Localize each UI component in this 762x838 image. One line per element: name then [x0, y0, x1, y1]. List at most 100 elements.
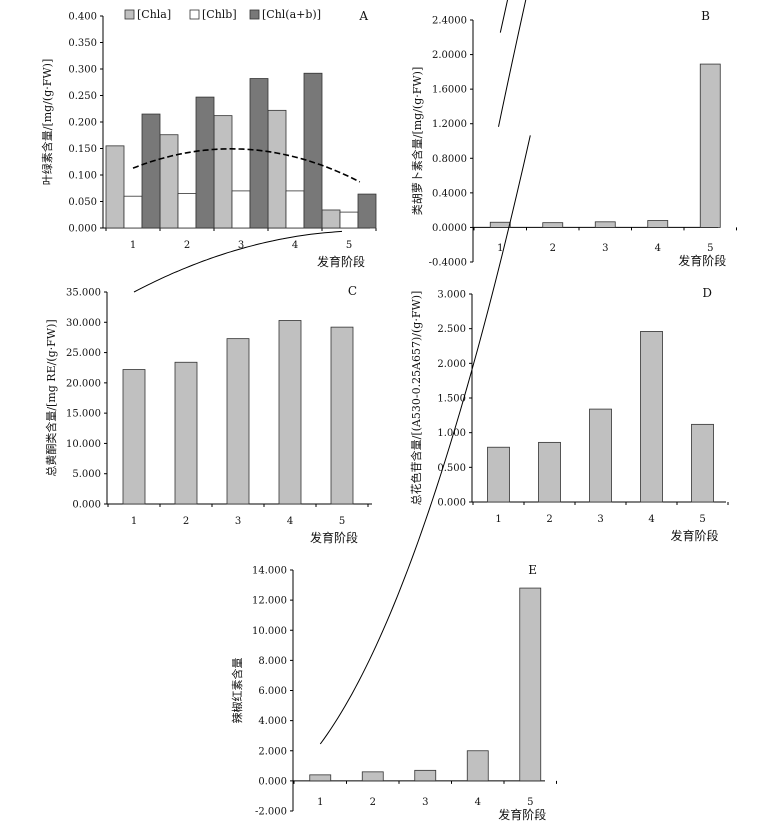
- x-tick-label: 1: [130, 240, 136, 251]
- bar-chlab-stage-4: [303, 72, 323, 229]
- bar-chlab-stage-5: [357, 193, 377, 229]
- y-tick-label: 25.000: [66, 348, 101, 359]
- legend-label: [Chlb]: [202, 8, 237, 21]
- x-tick-label: 1: [131, 516, 137, 527]
- y-tick-label: 0.000: [68, 224, 97, 235]
- y-tick-label: 14.000: [252, 566, 287, 577]
- y-tick-label: -2.000: [255, 807, 287, 818]
- y-tick-label: 0.4000: [432, 188, 467, 199]
- bar-series-stage-3: [226, 338, 250, 505]
- chart-panel-e: -2.0000.0002.0004.0006.0008.00010.00012.…: [230, 135, 557, 822]
- bar-chla-stage-5: [321, 209, 341, 229]
- bar-series-stage-4: [466, 750, 489, 782]
- bar-series-stage-3: [594, 221, 616, 228]
- x-tick-label: 3: [238, 240, 244, 251]
- bar-chlb-stage-3: [231, 190, 251, 229]
- bar-chlb-stage-1: [123, 195, 143, 229]
- x-tick-label: 2: [546, 514, 552, 525]
- x-axis-title: 发育阶段: [317, 254, 365, 269]
- panel-label: C: [348, 284, 357, 298]
- bar-series-stage-3: [589, 408, 612, 503]
- chart-panel-c: 0.000 5.000 10.000 15.000 20.000 25.000 30.000…: [44, 230, 372, 545]
- y-tick-label: 2.000: [437, 359, 466, 370]
- bar-series-stage-2: [542, 222, 564, 228]
- y-tick-label: 4.000: [258, 716, 287, 727]
- bar-series-stage-4: [647, 220, 669, 228]
- x-tick-label: 2: [183, 516, 189, 527]
- y-tick-label: 1.2000: [432, 119, 467, 130]
- x-tick-label: 5: [346, 240, 352, 251]
- x-tick-label: 4: [655, 243, 661, 254]
- y-tick-label: 0.150: [68, 144, 97, 155]
- panel-label: A: [358, 9, 368, 23]
- bar-series-stage-1: [487, 446, 510, 503]
- bar-chlb-stage-5: [339, 211, 359, 229]
- bar-series-stage-1: [122, 369, 146, 505]
- y-axis-title: 总黄酮类含量/[mg RE/(g·FW)]: [44, 319, 58, 476]
- bar-series-stage-2: [174, 361, 198, 505]
- bar-series-stage-3: [414, 769, 437, 782]
- bar-chla-stage-2: [159, 134, 179, 229]
- legend-swatch: [249, 9, 260, 20]
- x-tick-label: 1: [495, 514, 501, 525]
- panel-label: B: [701, 9, 710, 23]
- y-tick-label: 0.000: [72, 500, 101, 511]
- x-tick-label: 3: [235, 516, 241, 527]
- panel-label: D: [702, 286, 712, 300]
- y-tick-label: 0.350: [68, 38, 97, 49]
- bar-chla-stage-3: [213, 115, 233, 229]
- x-axis-title: 发育阶段: [498, 807, 546, 822]
- y-tick-label: 2.500: [437, 324, 466, 335]
- bar-series-stage-1: [489, 221, 511, 228]
- y-tick-label: 35.000: [66, 288, 101, 299]
- y-tick-label: 0.8000: [432, 154, 467, 165]
- y-tick-label: 1.500: [437, 394, 466, 405]
- chart-panel-a: 0.000 0.050 0.100 0.150 0.200 0.250 0.300 0.350…: [40, 8, 377, 269]
- y-tick-label: 0.050: [68, 197, 97, 208]
- legend-swatch: [189, 9, 200, 20]
- legend-label: [Chla]: [137, 8, 171, 21]
- bar-chla-stage-1: [105, 145, 125, 229]
- y-tick-label: 2.0000: [432, 50, 467, 61]
- bar-series-stage-2: [538, 441, 561, 503]
- legend-label: [Chl(a+b)]: [262, 8, 321, 21]
- y-tick-label: 20.000: [66, 378, 101, 389]
- y-tick-label: 5.000: [72, 469, 101, 480]
- y-tick-label: 10.000: [252, 626, 287, 637]
- bar-series-stage-5: [330, 326, 354, 505]
- bar-chla-stage-4: [267, 109, 287, 229]
- y-axis-title: 辣椒红素含量: [230, 658, 244, 724]
- y-tick-label: 0.400: [68, 12, 97, 23]
- x-tick-label: 5: [707, 243, 713, 254]
- y-tick-label: 2.4000: [432, 16, 467, 27]
- bar-series-stage-4: [278, 320, 302, 505]
- bar-chlab-stage-1: [141, 113, 161, 229]
- bar-series-stage-2: [361, 771, 384, 782]
- y-tick-label: -0.4000: [429, 258, 467, 269]
- y-tick-label: 1.000: [437, 428, 466, 439]
- x-axis-title: 发育阶段: [310, 530, 358, 545]
- chart-panel-b: -0.4000 0.0000 0.4000 0.8000 1.2000 1.6000 2.0…: [410, 0, 737, 269]
- x-tick-label: 4: [287, 516, 293, 527]
- y-tick-label: 0.000: [258, 776, 287, 787]
- y-tick-label: 3.000: [437, 290, 466, 301]
- chart-panel-d: 0.000 0.500 1.000 1.500 2.000 2.500 3.000 1 2 3 4 5…: [409, 0, 729, 543]
- x-tick-label: 1: [497, 243, 503, 254]
- y-tick-label: 0.000: [437, 498, 466, 509]
- y-tick-label: 0.0000: [432, 223, 467, 234]
- bar-chlab-stage-2: [195, 96, 215, 229]
- bar-series-stage-1: [309, 774, 332, 782]
- y-axis-title: 总花色苷含量/[(A530-0.25A657)/(g·FW)]: [409, 291, 423, 506]
- y-tick-label: 0.500: [437, 463, 466, 474]
- trend-line: [319, 135, 531, 745]
- y-tick-label: 10.000: [66, 439, 101, 450]
- y-axis-title: 叶绿素含量/[mg/(g·FW)]: [40, 59, 54, 186]
- y-tick-label: 0.300: [68, 65, 97, 76]
- bar-chlb-stage-4: [285, 190, 305, 229]
- bar-series-stage-5: [691, 423, 714, 503]
- panel-label: E: [528, 563, 537, 577]
- x-axis-title: 发育阶段: [678, 253, 726, 268]
- x-tick-label: 5: [527, 797, 533, 808]
